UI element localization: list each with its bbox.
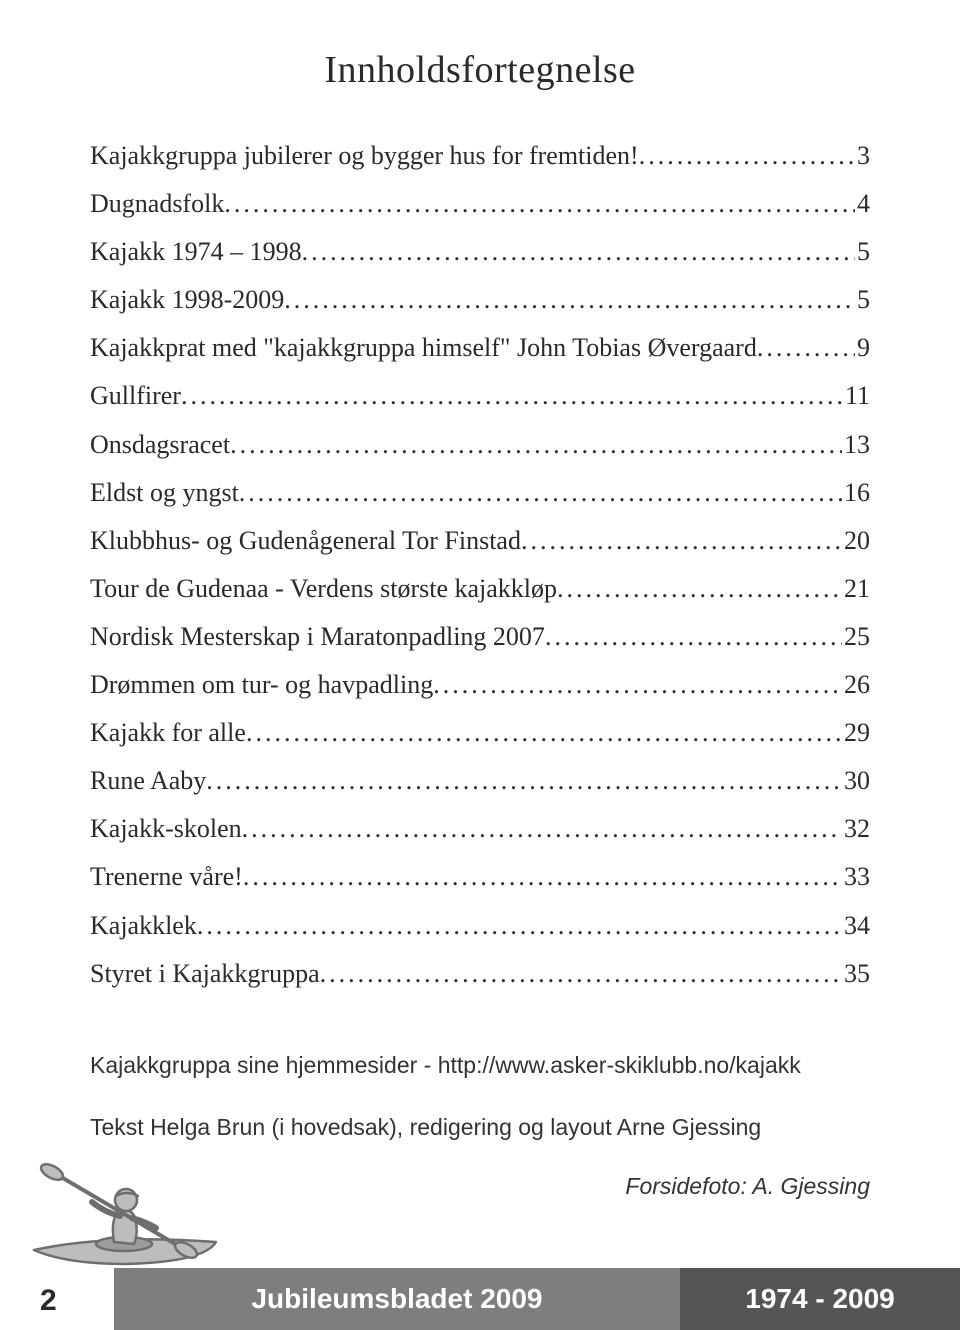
toc-entry-label: Kajakk 1998-2009: [90, 276, 284, 324]
toc-dot-leader: [206, 757, 842, 805]
toc-dot-leader: [557, 565, 842, 613]
toc-entry-page: 32: [842, 805, 870, 853]
toc-entry: Kajakklek 34: [90, 902, 870, 950]
toc-entry-label: Eldst og yngst: [90, 469, 239, 517]
toc-dot-leader: [302, 228, 855, 276]
footer-center-label: Jubileumsbladet 2009: [114, 1268, 680, 1330]
credit-website: Kajakkgruppa sine hjemmesider - http://w…: [90, 1048, 870, 1083]
toc-entry-label: Tour de Gudenaa - Verdens største kajakk…: [90, 565, 557, 613]
toc-entry-label: Kajakkgruppa jubilerer og bygger hus for…: [90, 132, 639, 180]
toc-entry: Gullfirer 11: [90, 372, 870, 420]
footer-right-label: 1974 - 2009: [680, 1268, 960, 1330]
toc-dot-leader: [433, 661, 842, 709]
toc-dot-leader: [224, 180, 855, 228]
toc-entry-page: 11: [843, 372, 870, 420]
toc-entry-page: 35: [842, 950, 870, 998]
toc-entry: Drømmen om tur- og havpadling 26: [90, 661, 870, 709]
toc-entry-page: 29: [842, 709, 870, 757]
toc-dot-leader: [243, 853, 842, 901]
toc-entry-label: Kajakklek: [90, 902, 197, 950]
toc-dot-leader: [230, 421, 842, 469]
toc-entry-label: Styret i Kajakkgruppa: [90, 950, 320, 998]
toc-entry-label: Rune Aaby: [90, 757, 206, 805]
toc-dot-leader: [284, 276, 855, 324]
toc-entry-label: Trenerne våre!: [90, 853, 243, 901]
footer-left-spacer: [0, 1268, 114, 1330]
page-footer: 2 Jubileumsbladet 2009 1974 - 2009: [0, 1268, 960, 1330]
toc-entry: Trenerne våre! 33: [90, 853, 870, 901]
kayaker-icon: [26, 1162, 226, 1272]
toc-dot-leader: [521, 517, 842, 565]
toc-entry-page: 16: [842, 469, 870, 517]
toc-entry-page: 3: [855, 132, 870, 180]
toc-entry: Onsdagsracet 13: [90, 421, 870, 469]
page-number: 2: [40, 1284, 57, 1318]
toc-entry-page: 5: [855, 228, 870, 276]
toc-dot-leader: [242, 805, 842, 853]
toc-entry: Rune Aaby 30: [90, 757, 870, 805]
toc-entry-page: 4: [855, 180, 870, 228]
toc-entry-page: 33: [842, 853, 870, 901]
toc-entry-label: Kajakk 1974 – 1998: [90, 228, 302, 276]
toc-entry: Kajakk 1998-2009 5: [90, 276, 870, 324]
toc-entry-page: 9: [855, 324, 870, 372]
credit-authors: Tekst Helga Brun (i hovedsak), redigerin…: [90, 1110, 870, 1145]
toc-entry: Kajakkprat med "kajakkgruppa himself" Jo…: [90, 324, 870, 372]
table-of-contents: Kajakkgruppa jubilerer og bygger hus for…: [90, 132, 870, 998]
toc-entry: Tour de Gudenaa - Verdens største kajakk…: [90, 565, 870, 613]
toc-entry-page: 30: [842, 757, 870, 805]
toc-dot-leader: [246, 709, 842, 757]
toc-dot-leader: [757, 324, 855, 372]
toc-entry-page: 5: [855, 276, 870, 324]
page-title: Innholdsfortegnelse: [90, 48, 870, 92]
toc-entry-label: Kajakk for alle: [90, 709, 246, 757]
toc-entry: Eldst og yngst 16: [90, 469, 870, 517]
toc-entry: Kajakkgruppa jubilerer og bygger hus for…: [90, 132, 870, 180]
toc-entry-label: Nordisk Mesterskap i Maratonpadling 2007: [90, 613, 545, 661]
toc-entry-label: Gullfirer: [90, 372, 181, 420]
toc-entry-label: Dugnadsfolk: [90, 180, 224, 228]
toc-entry-label: Klubbhus- og Gudenågeneral Tor Finstad: [90, 517, 521, 565]
toc-entry-page: 25: [842, 613, 870, 661]
toc-entry-label: Drømmen om tur- og havpadling: [90, 661, 433, 709]
toc-entry-label: Kajakkprat med "kajakkgruppa himself" Jo…: [90, 324, 757, 372]
toc-entry: Kajakk-skolen 32: [90, 805, 870, 853]
toc-dot-leader: [239, 469, 842, 517]
toc-entry-label: Kajakk-skolen: [90, 805, 242, 853]
toc-entry-page: 13: [842, 421, 870, 469]
toc-dot-leader: [545, 613, 842, 661]
toc-dot-leader: [320, 950, 842, 998]
toc-entry: Kajakk for alle 29: [90, 709, 870, 757]
toc-dot-leader: [181, 372, 843, 420]
toc-entry: Styret i Kajakkgruppa 35: [90, 950, 870, 998]
toc-entry-page: 21: [842, 565, 870, 613]
toc-dot-leader: [639, 132, 855, 180]
toc-dot-leader: [197, 902, 842, 950]
toc-entry: Dugnadsfolk 4: [90, 180, 870, 228]
toc-entry: Klubbhus- og Gudenågeneral Tor Finstad 20: [90, 517, 870, 565]
toc-entry-page: 20: [842, 517, 870, 565]
toc-entry: Nordisk Mesterskap i Maratonpadling 2007…: [90, 613, 870, 661]
toc-entry-page: 26: [842, 661, 870, 709]
toc-entry-label: Onsdagsracet: [90, 421, 230, 469]
toc-entry-page: 34: [842, 902, 870, 950]
toc-entry: Kajakk 1974 – 1998 5: [90, 228, 870, 276]
